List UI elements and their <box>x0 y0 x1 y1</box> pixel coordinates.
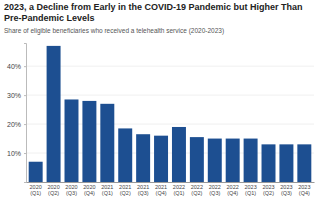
x-tick-label-line: (Q4) <box>227 190 238 196</box>
x-tick: 2022(Q1) <box>173 184 185 196</box>
x-tick-label: 2022(Q2) <box>191 184 203 196</box>
grid-line <box>26 95 314 96</box>
bar <box>136 134 150 182</box>
x-tick-label: 2023(Q3) <box>280 184 292 196</box>
bar <box>100 104 114 182</box>
title: 2023, a Decline from Early in the COVID-… <box>4 2 303 23</box>
bar <box>29 162 43 182</box>
bar <box>297 144 311 182</box>
bar <box>279 144 293 182</box>
x-tick: 2021(Q3) <box>137 184 149 196</box>
x-tick-label-line: (Q3) <box>138 190 149 196</box>
x-tick-label: 2022(Q3) <box>209 184 221 196</box>
plot: 10%20%30%40%2020(Q1)2020(Q2)2020(Q3)2020… <box>7 44 315 197</box>
x-tick-label: 2023(Q4) <box>298 184 310 196</box>
bar <box>65 99 79 182</box>
subtitle: Share of eligible beneficiaries who rece… <box>4 27 224 35</box>
title-line: Pre-Pandemic Levels <box>4 13 95 23</box>
x-tick-label: 2021(Q3) <box>137 184 149 196</box>
x-tick-label: 2021(Q4) <box>155 184 167 196</box>
x-tick-label: 2023(Q2) <box>262 184 274 196</box>
bar <box>226 139 240 182</box>
x-tick: 2020(Q1) <box>30 184 42 196</box>
x-tick: 2023(Q4) <box>298 184 310 196</box>
chart: 2023, a Decline from Early in the COVID-… <box>0 0 320 202</box>
x-tick-label-line: (Q1) <box>102 190 113 196</box>
y-tick-label: 10% <box>7 150 21 157</box>
x-tick-label: 2021(Q1) <box>101 184 113 196</box>
x-axis: 2020(Q1) 2020(Q2) 2020(Q3) 2020(Q4) 2021(Q1)… <box>27 183 315 197</box>
x-tick-label-line: (Q2) <box>120 190 131 196</box>
y-axis-line <box>24 44 27 183</box>
y-tick: 30% <box>7 92 26 99</box>
x-tick-label-line: (Q3) <box>209 190 220 196</box>
x-tick-label-line: (Q4) <box>299 190 310 196</box>
bar <box>47 46 61 182</box>
x-tick-label-line: (Q2) <box>48 190 59 196</box>
x-tick-label-line: (Q1) <box>30 190 41 196</box>
x-tick: 2021(Q4) <box>155 184 167 196</box>
y-axis: 10% 20% 30% 40% <box>7 44 27 183</box>
x-tick: 2020(Q3) <box>65 184 77 196</box>
bar <box>118 128 132 182</box>
y-tick-mark <box>24 124 26 125</box>
x-tick-label-line: (Q1) <box>245 190 256 196</box>
x-tick: 2022(Q3) <box>209 184 221 196</box>
bar <box>262 144 276 182</box>
bar <box>82 101 96 182</box>
x-tick-label-line: (Q1) <box>173 190 184 196</box>
bar <box>244 139 258 182</box>
x-axis-line <box>27 182 315 183</box>
x-tick-label-line: (Q2) <box>191 190 202 196</box>
bar <box>172 127 186 182</box>
x-tick-label: 2020(Q2) <box>47 184 59 196</box>
x-tick-label: 2023(Q1) <box>244 184 256 196</box>
x-tick-label-line: (Q3) <box>66 190 77 196</box>
x-tick: 2020(Q4) <box>83 184 95 196</box>
x-tick-label: 2020(Q1) <box>30 184 42 196</box>
x-tick-label-line: (Q3) <box>281 190 292 196</box>
x-tick-label: 2022(Q4) <box>227 184 239 196</box>
y-tick: 20% <box>7 121 26 128</box>
y-tick: 10% <box>7 150 26 157</box>
x-tick: 2020(Q2) <box>47 184 59 196</box>
y-tick: 40% <box>7 63 26 70</box>
x-tick: 2021(Q2) <box>119 184 131 196</box>
x-tick: 2022(Q2) <box>191 184 203 196</box>
x-tick-label: 2021(Q2) <box>119 184 131 196</box>
x-tick-label: 2020(Q3) <box>65 184 77 196</box>
y-tick-label: 20% <box>7 121 21 128</box>
x-tick: 2022(Q4) <box>227 184 239 196</box>
x-tick: 2023(Q2) <box>262 184 274 196</box>
grid-line <box>26 66 314 67</box>
x-tick-label-line: (Q4) <box>156 190 167 196</box>
bar <box>154 136 168 182</box>
x-tick-label: 2022(Q1) <box>173 184 185 196</box>
y-tick-mark <box>24 66 26 67</box>
bar <box>190 137 204 182</box>
bars <box>29 46 312 182</box>
bar <box>208 139 222 182</box>
x-tick: 2023(Q3) <box>280 184 292 196</box>
x-tick-label: 2020(Q4) <box>83 184 95 196</box>
x-tick-label-line: (Q4) <box>84 190 95 196</box>
y-tick-mark <box>24 153 26 154</box>
y-tick-label: 40% <box>7 63 21 70</box>
x-tick: 2023(Q1) <box>244 184 256 196</box>
x-tick: 2021(Q1) <box>101 184 113 196</box>
y-tick-label: 30% <box>7 92 21 99</box>
y-tick-mark <box>24 95 26 96</box>
title-line: 2023, a Decline from Early in the COVID-… <box>4 2 303 12</box>
x-tick-label-line: (Q2) <box>263 190 274 196</box>
